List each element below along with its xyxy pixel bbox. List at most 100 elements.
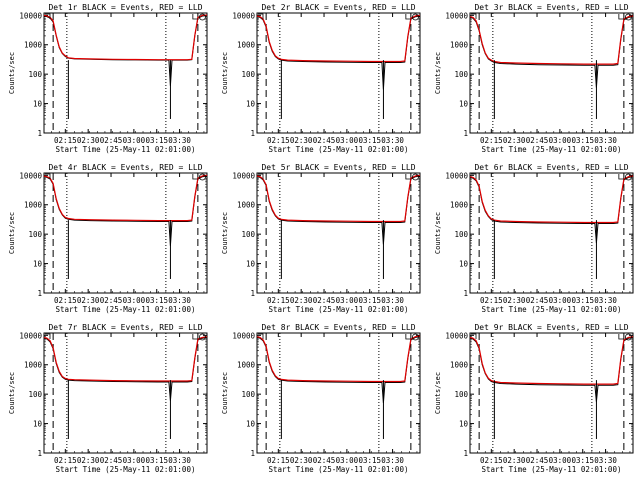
corner-marker [45,173,51,179]
x-axis-label: Start Time (25-May-11 02:01:00) [269,465,409,474]
x-tick-label: 02:30 [290,296,313,305]
panel-title: Det 5r BLACK = Events, RED = LLD [261,163,415,172]
plot-frame [256,172,421,294]
y-axis-label: Counts/sec [221,372,229,414]
y-tick-label: 1 [463,449,468,458]
y-tick-label: 1000 [24,41,43,50]
plot-frame [469,332,634,454]
corner-marker [618,334,624,340]
y-tick-label: 1 [250,449,255,458]
panel-title: Det 1r BLACK = Events, RED = LLD [48,3,202,12]
panel-title: Det 2r BLACK = Events, RED = LLD [261,3,415,12]
panel-title: Det 6r BLACK = Events, RED = LLD [474,163,628,172]
x-tick-label: 02:15 [480,296,503,305]
x-tick-label: 02:45 [526,136,549,145]
corner-circle-marker [412,13,419,21]
y-tick-label: 1000 [450,41,469,50]
y-tick-label: 1 [37,449,42,458]
y-tick-label: 10 [33,420,43,429]
y-tick-label: 100 [454,70,468,79]
x-tick-label: 03:30 [168,136,191,145]
x-tick-label: 02:15 [480,136,503,145]
x-axis-label: Start Time (25-May-11 02:01:00) [56,305,196,314]
corner-circle-marker [199,333,206,341]
y-tick-label: 10000 [19,171,42,180]
x-tick-label: 03:00 [123,296,146,305]
corner-circle-marker [625,173,632,181]
x-tick-label: 02:30 [503,136,526,145]
y-axis-label: Counts/sec [8,52,16,94]
corner-marker [258,13,264,19]
y-axis-label: Counts/sec [221,52,229,94]
x-tick-label: 03:15 [145,456,168,465]
x-tick-label: 02:45 [100,296,123,305]
y-tick-label: 100 [241,70,255,79]
x-tick-label: 02:15 [267,296,290,305]
y-tick-label: 10 [459,100,469,109]
y-tick-label: 10 [33,100,43,109]
y-tick-label: 100 [28,70,42,79]
x-tick-label: 03:15 [145,296,168,305]
x-tick-label: 03:15 [571,136,594,145]
x-tick-label: 02:45 [313,136,336,145]
lld-line [256,174,421,223]
y-tick-label: 1 [37,289,42,298]
corner-marker [618,174,624,180]
y-axis-label: Counts/sec [434,372,442,414]
corner-marker [405,334,411,340]
panel-det-9: Det 9r BLACK = Events, RED = LLD 1 10 100 10… [434,323,634,474]
panel-det-4: Det 4r BLACK = Events, RED = LLD 1 10 100 10… [8,163,208,314]
plot-frame [43,332,208,454]
x-tick-label: 02:45 [526,296,549,305]
panel-det-8: Det 8r BLACK = Events, RED = LLD 1 10 100 10… [221,323,421,474]
panel-title: Det 7r BLACK = Events, RED = LLD [48,323,202,332]
plot-frame [469,12,634,134]
panel-det-6: Det 6r BLACK = Events, RED = LLD 1 10 100 10… [434,163,634,314]
x-tick-label: 02:15 [54,136,77,145]
lld-line [43,174,208,222]
lld-line [469,336,634,385]
x-tick-label: 03:00 [336,136,359,145]
x-tick-label: 02:30 [77,296,100,305]
corner-marker [192,14,198,20]
corner-circle-marker [625,333,632,341]
y-tick-label: 10 [459,420,469,429]
x-tick-label: 02:15 [267,456,290,465]
x-tick-label: 02:45 [313,456,336,465]
plot-frame [256,332,421,454]
corner-circle-marker [199,13,206,21]
y-tick-label: 1000 [237,41,256,50]
y-tick-label: 10 [246,420,256,429]
corner-marker [618,14,624,20]
x-tick-label: 03:30 [594,296,617,305]
plot-frame [256,12,421,134]
x-tick-label: 03:15 [358,136,381,145]
y-tick-label: 1000 [237,201,256,210]
y-axis-label: Counts/sec [8,212,16,254]
corner-marker [192,334,198,340]
x-tick-label: 02:45 [526,456,549,465]
corner-marker [471,13,477,19]
y-tick-label: 100 [454,390,468,399]
y-axis-label: Counts/sec [434,212,442,254]
y-tick-label: 10000 [232,171,255,180]
corner-marker [405,174,411,180]
x-tick-label: 02:30 [77,136,100,145]
corner-marker [258,333,264,339]
x-tick-label: 03:00 [549,296,572,305]
corner-circle-marker [199,173,206,181]
corner-marker [192,174,198,180]
plot-frame [469,172,634,294]
y-tick-label: 1 [463,289,468,298]
x-tick-label: 03:15 [358,456,381,465]
x-tick-label: 02:30 [290,456,313,465]
corner-marker [471,333,477,339]
y-tick-label: 10 [246,260,256,269]
x-tick-label: 03:00 [549,456,572,465]
lld-line [469,175,634,224]
corner-circle-marker [625,13,632,21]
x-tick-label: 02:30 [503,456,526,465]
lld-line [256,335,421,383]
y-tick-label: 1 [463,129,468,138]
panel-title: Det 4r BLACK = Events, RED = LLD [48,163,202,172]
